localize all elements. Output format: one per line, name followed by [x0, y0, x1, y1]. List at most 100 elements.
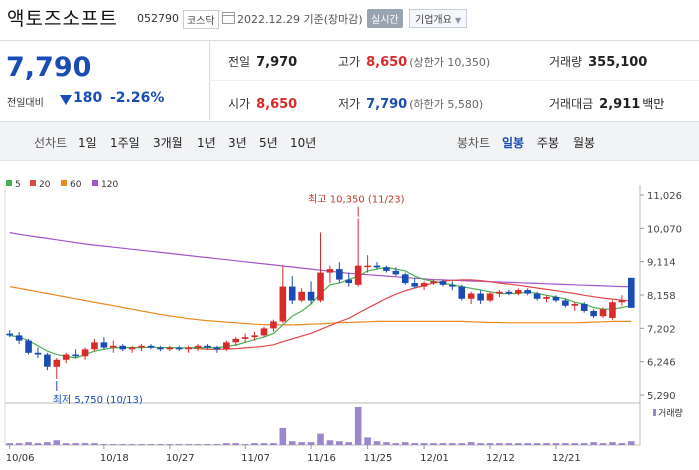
volume-bar [627, 441, 635, 445]
high-label: 고가 [338, 55, 361, 69]
low-label: 저가 [338, 97, 361, 111]
legend-swatch [6, 180, 12, 186]
candle-body [53, 359, 61, 367]
candle-body [439, 281, 447, 285]
candle-body [449, 284, 456, 287]
volume-bar [110, 444, 117, 445]
chart-axes: 11,026 10,070 9,114 8,158 7,202 6,246 5,290 10/… [6, 191, 682, 464]
candlestick-chart[interactable]: 5 20 60 120 최고 10,350 (11/23) 최저 5,750 (10/1… [0, 160, 699, 470]
y-tick-label: 10,070 [647, 224, 682, 235]
volume-bar [354, 407, 362, 445]
down-arrow-icon [60, 95, 72, 105]
x-tick-label: 10/27 [166, 453, 195, 464]
upper-limit: (상한가 10,350) [409, 56, 491, 69]
volume-bars: 거래량 [6, 407, 683, 445]
x-tick-label: 12/12 [486, 453, 515, 464]
candle-body [533, 293, 541, 299]
volume-bar [194, 444, 202, 445]
candle-body [505, 291, 513, 294]
x-tick-label: 11/16 [307, 453, 336, 464]
realtime-button[interactable]: 실시간 [367, 9, 403, 28]
volume-bar [213, 444, 221, 445]
candle-body [543, 297, 550, 299]
candle-body [119, 345, 127, 350]
candle-weekly[interactable]: 주봉 [537, 136, 560, 150]
candle-body [401, 274, 409, 284]
period-10y[interactable]: 10년 [290, 136, 317, 150]
company-info-label: 기업개요 [415, 15, 452, 26]
volume-legend-label: 거래량 [658, 407, 683, 419]
period-1w[interactable]: 1주일 [110, 136, 140, 150]
candle-body [383, 267, 390, 271]
volume-bar [439, 443, 447, 445]
volume-bar [609, 442, 616, 445]
legend-swatch [30, 180, 36, 186]
volume-bar [599, 443, 607, 445]
candle-body [279, 286, 287, 322]
period-3y[interactable]: 3년 [228, 136, 247, 150]
candle-body [72, 354, 79, 357]
period-1d[interactable]: 1일 [78, 136, 97, 150]
y-tick-label: 11,026 [647, 191, 682, 202]
period-5y[interactable]: 5년 [259, 136, 278, 150]
candle-body [364, 265, 371, 268]
volume-bar [383, 442, 390, 445]
ma60-line [9, 286, 632, 326]
candle-body [157, 347, 164, 350]
change-value: 180 [73, 90, 103, 106]
volume-bar [185, 444, 192, 445]
high-annotation: 최고 10,350 (11/23) [308, 194, 404, 206]
open-label: 시가 [228, 97, 251, 111]
volume-bar [467, 442, 475, 445]
candle-monthly[interactable]: 월봉 [573, 136, 596, 150]
candle-body [317, 272, 324, 301]
period-1y[interactable]: 1년 [197, 136, 216, 150]
candle-body [175, 347, 183, 350]
x-tick-label: 10/18 [100, 453, 129, 464]
open-cell: 시가 8,650 [228, 95, 297, 112]
volume-bar [317, 433, 324, 445]
candle-body [430, 281, 437, 284]
candle-body [44, 354, 51, 367]
volume-bar [62, 443, 70, 445]
x-tick-label: 11/07 [241, 453, 270, 464]
candle-daily[interactable]: 일봉 [502, 136, 525, 150]
amount-value: 2,911 [599, 97, 641, 112]
legend-label: 120 [101, 180, 118, 190]
low-annotation: 최저 5,750 (10/13) [53, 394, 143, 406]
candle-body [110, 345, 117, 348]
legend-label: 60 [70, 180, 82, 190]
candle-body [34, 352, 42, 355]
volume-bar [364, 437, 371, 445]
candle-body [307, 291, 315, 301]
current-price: 7,790 [6, 52, 92, 83]
candle-body [25, 340, 32, 353]
period-3m[interactable]: 3개월 [153, 136, 183, 150]
candle-body [204, 345, 211, 348]
volume-bar [496, 443, 503, 445]
low-value: 7,790 [366, 97, 408, 112]
company-info-dropdown[interactable]: 기업개요 ▼ [409, 9, 468, 28]
volume-bar [260, 443, 268, 445]
open-value: 8,650 [256, 97, 298, 112]
candle-body [627, 277, 635, 308]
candle-body [524, 290, 531, 294]
candle-body [62, 354, 70, 360]
lower-limit: (하한가 5,580) [409, 98, 484, 111]
legend-label: 20 [39, 180, 51, 190]
prev-close-value: 7,970 [256, 55, 298, 70]
y-tick-label: 6,246 [647, 358, 676, 369]
volume-bar [147, 444, 155, 445]
volume-bar [6, 443, 14, 445]
prev-close-cell: 전일 7,970 [228, 53, 297, 70]
stock-header: 액토즈소프트 052790 코스닥 2022.12.29 기준(장마감) 실시간… [0, 0, 699, 38]
volume-bar [580, 443, 588, 445]
candle-body [128, 347, 136, 350]
legend-swatch [61, 180, 67, 186]
volume-bar [175, 444, 183, 445]
candle-body [411, 283, 418, 287]
candle-body [138, 345, 145, 348]
volume-bar [270, 443, 277, 445]
volume-bar [25, 442, 32, 445]
amount-unit: 백만 [642, 97, 665, 111]
